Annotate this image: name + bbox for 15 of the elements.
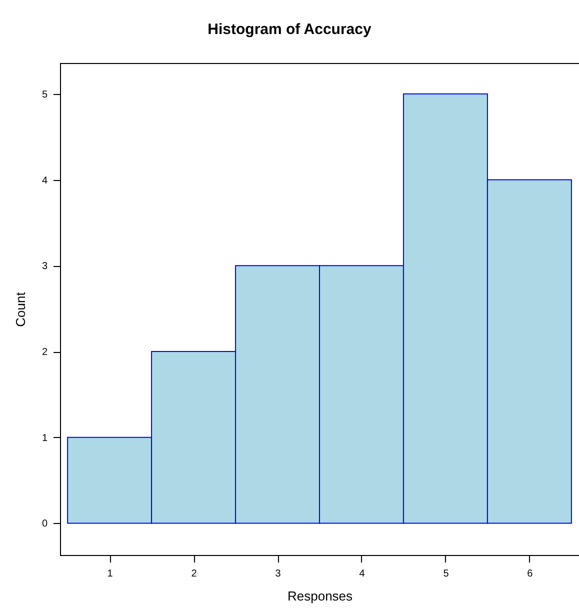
y-tick-label: 4 [42, 175, 48, 186]
x-tick-label: 5 [443, 568, 450, 580]
x-tick-label: 2 [191, 568, 198, 580]
x-tick-label: 3 [275, 568, 282, 580]
y-tick-label: 3 [42, 261, 48, 272]
x-tick-label: 6 [527, 568, 534, 580]
y-tick-label: 1 [42, 432, 48, 444]
y-tick-label: 2 [42, 347, 48, 358]
x-tick-label: 1 [107, 568, 114, 580]
y-axis-title: Count [12, 292, 28, 327]
chart-title: Histogram of Accuracy [208, 21, 372, 38]
y-tick-label: 5 [42, 89, 48, 100]
x-axis-title: Responses [287, 588, 354, 604]
y-tick-label: 0 [42, 518, 48, 530]
x-tick-label: 4 [359, 568, 366, 580]
